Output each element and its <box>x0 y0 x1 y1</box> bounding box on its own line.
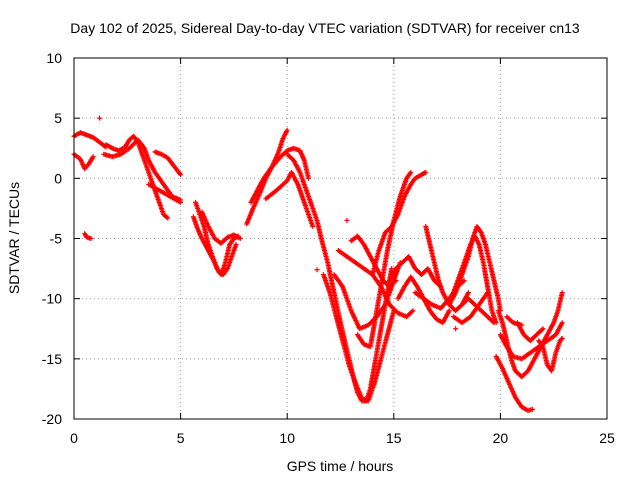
series-arc-32 <box>453 326 459 332</box>
data-point <box>461 278 467 284</box>
series-arc-30 <box>459 296 497 326</box>
data-point <box>306 175 312 181</box>
x-tick-label: 20 <box>493 430 509 446</box>
data-point <box>559 335 565 341</box>
data-point <box>409 309 415 315</box>
data-point <box>344 217 350 223</box>
data-point <box>237 236 243 241</box>
data-point <box>389 266 395 272</box>
y-tick-label: -20 <box>42 411 62 427</box>
series-arc-2 <box>71 151 96 172</box>
data-point <box>446 308 452 314</box>
data-point <box>422 170 428 176</box>
data-point <box>539 327 545 333</box>
data-point <box>529 406 535 412</box>
data-points <box>71 115 565 414</box>
series-arc-23 <box>369 169 429 278</box>
data-point <box>314 267 320 273</box>
series-arc-3 <box>82 231 94 241</box>
data-point <box>392 279 398 285</box>
data-point <box>97 115 103 121</box>
data-point <box>490 319 496 325</box>
data-point <box>540 326 546 332</box>
data-point <box>485 290 491 296</box>
series-arc-11 <box>199 209 243 246</box>
series-arc-21 <box>344 217 350 223</box>
x-tick-label: 0 <box>70 430 78 446</box>
y-tick-label: -5 <box>50 231 63 247</box>
y-axis-ticks: -20 -15 -10 -5 0 5 10 <box>42 50 607 427</box>
data-point <box>408 169 414 175</box>
data-point <box>519 322 525 328</box>
data-point <box>88 236 94 241</box>
data-point <box>165 215 171 221</box>
series-arc-22 <box>355 169 414 350</box>
x-tick-label: 25 <box>599 430 615 446</box>
series-arc-13 <box>248 145 312 205</box>
series-arc-10 <box>190 214 239 278</box>
data-point <box>393 278 399 284</box>
series-arc-4 <box>97 115 103 121</box>
series-arc-1 <box>71 130 109 150</box>
data-point <box>178 199 184 205</box>
y-axis-label: SDTVAR / TECUs <box>6 182 22 294</box>
series-arc-37 <box>536 335 565 374</box>
x-tick-label: 5 <box>177 430 185 446</box>
series-arc-31 <box>450 290 491 326</box>
series-arc-7 <box>152 149 184 178</box>
data-point <box>423 169 429 175</box>
data-point <box>164 214 170 220</box>
data-point <box>559 290 565 296</box>
chart-title: Day 102 of 2025, Sidereal Day-to-day VTE… <box>70 20 580 36</box>
data-point <box>559 320 565 326</box>
y-tick-label: -15 <box>42 351 62 367</box>
y-tick-label: 0 <box>54 170 62 186</box>
x-axis-label: GPS time / hours <box>287 458 394 474</box>
data-point <box>410 308 416 314</box>
plot-frame <box>73 57 608 420</box>
series-arc-34 <box>495 290 565 380</box>
data-point <box>491 320 497 326</box>
series-arc-6 <box>101 137 184 203</box>
series-arc-17 <box>320 272 397 404</box>
series-arc-29 <box>450 233 499 326</box>
data-point <box>559 336 565 342</box>
data-point <box>233 242 239 248</box>
data-point <box>310 223 316 229</box>
x-tick-label: 15 <box>386 430 402 446</box>
data-point <box>284 127 290 133</box>
data-point <box>465 290 471 296</box>
data-point <box>178 172 184 178</box>
x-tick-label: 10 <box>279 430 295 446</box>
grid-lines <box>74 58 607 419</box>
series-arc-18 <box>331 260 403 332</box>
y-tick-label: 5 <box>54 110 62 126</box>
series-arc-14 <box>263 169 316 229</box>
series-arc-38 <box>504 314 525 328</box>
series-arc-33 <box>493 353 535 414</box>
data-point <box>90 154 96 160</box>
y-tick-label: -10 <box>42 291 62 307</box>
x-axis-ticks: 0 5 10 15 20 25 <box>70 58 615 446</box>
data-point <box>453 326 459 332</box>
y-tick-label: 10 <box>46 50 62 66</box>
series-arc-16 <box>314 267 320 273</box>
series-arc-8 <box>146 181 184 205</box>
